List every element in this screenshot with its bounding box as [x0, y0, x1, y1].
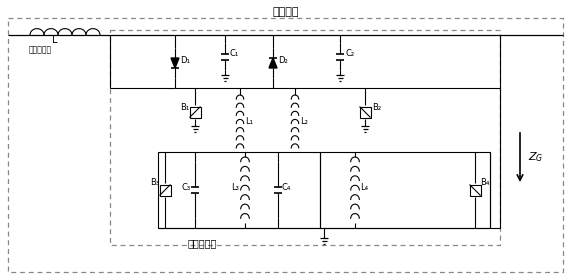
- Text: L₂: L₂: [300, 116, 308, 125]
- Bar: [110, 30, 500, 245]
- Polygon shape: [171, 58, 179, 68]
- Text: $Z_G$: $Z_G$: [528, 151, 544, 164]
- Text: C₂: C₂: [345, 50, 354, 59]
- Text: C₄: C₄: [282, 183, 291, 192]
- Text: D₁: D₁: [180, 56, 190, 65]
- Text: C₃: C₃: [181, 183, 190, 192]
- Text: B₃: B₃: [150, 178, 159, 187]
- Text: B₄: B₄: [480, 178, 490, 187]
- Bar: [359, 106, 370, 118]
- Text: B₂: B₂: [372, 103, 381, 112]
- Bar: [320, 152, 490, 228]
- Text: 平波电抗器: 平波电抗器: [28, 45, 52, 54]
- Bar: [160, 185, 170, 195]
- Text: L₃: L₃: [231, 183, 239, 192]
- Text: L₄: L₄: [360, 183, 368, 192]
- Text: L₁: L₁: [245, 116, 253, 125]
- Text: C₁: C₁: [230, 50, 239, 59]
- Text: 直流滤波器: 直流滤波器: [188, 238, 217, 248]
- Text: 物理边界: 物理边界: [272, 7, 299, 17]
- Polygon shape: [269, 58, 277, 68]
- Bar: [190, 106, 200, 118]
- Bar: [158, 152, 320, 228]
- Text: B₁: B₁: [180, 103, 190, 112]
- Bar: [469, 185, 480, 195]
- Text: D₂: D₂: [278, 56, 288, 65]
- Text: L: L: [52, 35, 58, 45]
